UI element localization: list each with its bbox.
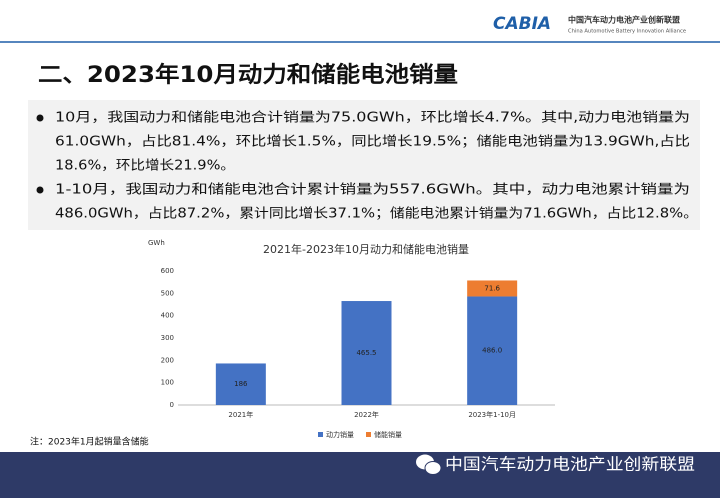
y-tick-label: 400: [161, 312, 174, 320]
org-name-en: China Automotive Battery Innovation Alli…: [568, 29, 686, 35]
y-tick-label: 200: [161, 356, 174, 364]
bullet-box: [28, 100, 700, 230]
note: 注：2023年1月起销量含储能: [30, 436, 149, 448]
x-tick-label: 2023年1-10月: [468, 410, 516, 419]
legend-label: 动力销量: [326, 430, 354, 439]
y-tick-label: 300: [161, 334, 174, 342]
chart-title: 2021年-2023年10月动力和储能电池销量: [263, 242, 469, 256]
bullet-line: 61.0GWh，占比81.4%，环比增长1.5%，同比增长19.5%；储能电池销…: [55, 135, 690, 150]
value-label: 186: [234, 380, 248, 388]
footer-text: 中国汽车动力电池产业创新联盟: [445, 455, 695, 474]
y-tick-label: 500: [161, 289, 174, 297]
y-tick-label: 0: [170, 401, 174, 409]
value-label: 465.5: [356, 349, 376, 357]
bullet-line: 10月，我国动力和储能电池合计销量为75.0GWh，环比增长4.7%。其中,动力…: [55, 111, 690, 126]
bar-segment: [215, 363, 266, 405]
bar-segment: [341, 301, 392, 405]
footer-band: [0, 452, 720, 498]
y-tick-label: 100: [161, 379, 174, 387]
org-name: 中国汽车动力电池产业创新联盟: [568, 15, 680, 25]
x-tick-label: 2021年: [228, 410, 253, 419]
bullet-dot: [36, 186, 44, 194]
x-tick-label: 2022年: [354, 410, 379, 419]
slide-title: 二、2023年10月动力和储能电池销量: [38, 62, 458, 88]
value-label: 71.6: [484, 284, 500, 292]
bullet-dot: [36, 114, 44, 122]
legend-label: 储能销量: [374, 430, 402, 439]
bullet-line: 1-10月，我国动力和储能电池合计累计销量为557.6GWh。其中，动力电池累计…: [55, 183, 690, 198]
bar-segment: [467, 280, 518, 297]
legend-swatch: [318, 432, 323, 437]
wechat-icon: [416, 454, 442, 475]
logo: CABIA: [493, 14, 551, 34]
y-axis-label: GWh: [148, 239, 165, 247]
value-label: 486.0: [482, 347, 502, 355]
y-tick-label: 600: [161, 267, 174, 275]
bullet-line: 18.6%，环比增长21.9%。: [55, 159, 235, 174]
legend-swatch: [366, 432, 371, 437]
bar-segment: [467, 296, 518, 405]
bullet-line: 486.0GWh，占比87.2%，累计同比增长37.1%；储能电池累计销量为71…: [55, 207, 698, 222]
